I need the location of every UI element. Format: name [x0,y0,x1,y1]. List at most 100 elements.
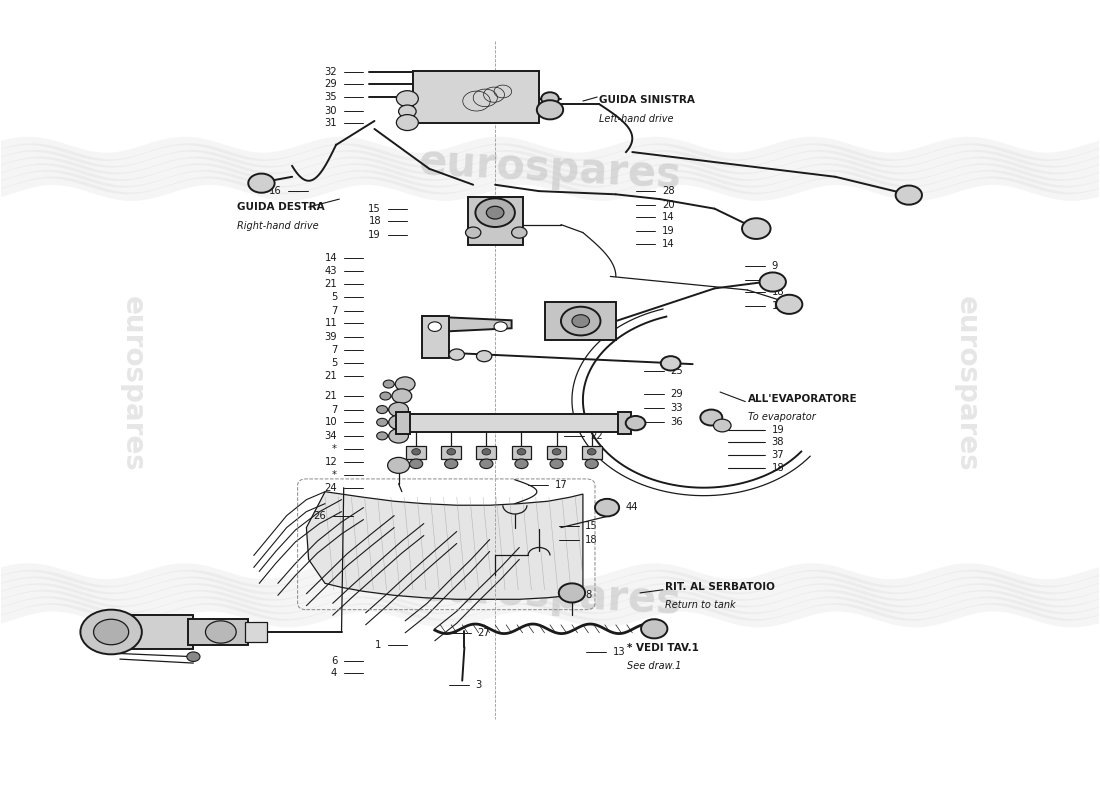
Bar [396,412,409,434]
Text: 20: 20 [662,200,674,210]
Text: Right-hand drive: Right-hand drive [238,221,319,230]
Text: 15: 15 [771,301,784,311]
Text: 14: 14 [324,253,337,263]
Bar [106,615,194,649]
Text: eurospares: eurospares [418,141,682,197]
Text: GUIDA DESTRA: GUIDA DESTRA [238,202,324,212]
Text: 7: 7 [331,405,337,414]
Circle shape [776,294,802,314]
Text: 15: 15 [585,521,598,531]
Bar [618,412,631,434]
Text: 18: 18 [771,462,784,473]
Polygon shape [307,492,583,599]
Text: 35: 35 [324,92,337,102]
Text: 30: 30 [324,106,337,116]
Text: RIT. AL SERBATOIO: RIT. AL SERBATOIO [666,582,776,592]
Circle shape [517,449,526,455]
Text: 18: 18 [771,287,784,298]
Text: 14: 14 [662,213,674,222]
Text: 19: 19 [771,426,784,435]
Text: 43: 43 [324,266,337,276]
Circle shape [595,499,619,516]
Text: 39: 39 [324,332,337,342]
Circle shape [428,322,441,331]
Circle shape [559,583,585,602]
Text: 31: 31 [324,118,337,128]
Text: 32: 32 [324,66,337,77]
Bar [512,446,531,459]
Text: 21: 21 [324,279,337,290]
Circle shape [387,458,409,474]
Circle shape [392,389,411,403]
Circle shape [476,350,492,362]
Text: 24: 24 [324,483,337,494]
Text: 6: 6 [331,656,337,666]
Circle shape [80,610,142,654]
Circle shape [411,449,420,455]
Circle shape [742,218,770,239]
Text: 8: 8 [585,590,592,600]
Text: 19: 19 [368,230,381,240]
Circle shape [515,459,528,469]
Text: ALL'EVAPORATORE: ALL'EVAPORATORE [748,394,857,404]
Circle shape [447,449,455,455]
Text: 14: 14 [662,238,674,249]
Circle shape [94,619,129,645]
Text: 11: 11 [324,318,337,329]
Bar [188,619,249,645]
Text: 7: 7 [331,306,337,316]
Circle shape [444,459,458,469]
Text: 44: 44 [626,502,638,512]
Text: 21: 21 [324,391,337,401]
Circle shape [626,416,646,430]
Circle shape [550,459,563,469]
Circle shape [388,429,408,443]
Circle shape [641,619,668,638]
Text: 36: 36 [671,418,683,427]
Circle shape [494,322,507,331]
Bar [441,446,461,459]
Text: To evaporator: To evaporator [748,412,815,422]
Text: 5: 5 [331,358,337,368]
Circle shape [449,349,464,360]
Text: eurospares: eurospares [953,296,981,472]
Circle shape [572,314,590,327]
Text: 18: 18 [368,217,381,226]
Circle shape [760,273,785,291]
Circle shape [395,377,415,391]
Bar [421,316,449,358]
Circle shape [486,206,504,219]
Circle shape [383,380,394,388]
Text: 37: 37 [771,450,784,460]
Circle shape [552,449,561,455]
Circle shape [701,410,723,426]
Text: 4: 4 [331,669,337,678]
Bar [544,302,616,340]
Text: 41: 41 [771,274,784,285]
Bar [412,70,539,122]
Bar [547,446,567,459]
Text: 13: 13 [613,647,625,657]
Bar [582,446,602,459]
Text: 19: 19 [662,226,674,236]
Circle shape [537,100,563,119]
Text: 26: 26 [314,510,327,521]
Bar [245,622,267,642]
Bar [468,197,522,245]
Bar [406,446,426,459]
Text: 12: 12 [324,457,337,467]
Circle shape [480,459,493,469]
Polygon shape [424,316,512,332]
Text: 34: 34 [324,431,337,441]
Text: 29: 29 [671,389,683,398]
Circle shape [398,105,416,118]
Circle shape [376,418,387,426]
Bar [402,414,622,432]
Text: 1: 1 [375,640,381,650]
Text: 5: 5 [331,292,337,302]
Circle shape [206,621,236,643]
Text: eurospares: eurospares [418,567,682,623]
Text: 7: 7 [331,345,337,354]
Circle shape [376,406,387,414]
Text: 25: 25 [671,366,683,375]
